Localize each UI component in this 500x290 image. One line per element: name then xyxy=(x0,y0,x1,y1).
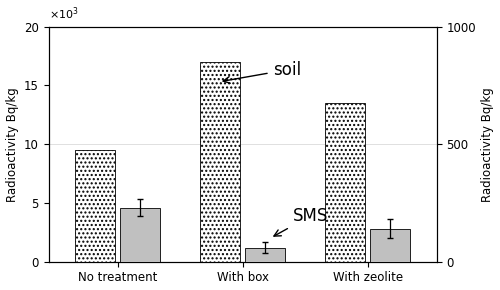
Y-axis label: Radioactivity Bq/kg: Radioactivity Bq/kg xyxy=(6,87,18,202)
Text: SMS: SMS xyxy=(274,207,328,236)
Y-axis label: Radioactivity Bq/kg: Radioactivity Bq/kg xyxy=(482,87,494,202)
Text: soil: soil xyxy=(223,61,301,83)
Bar xyxy=(75,150,115,262)
Bar xyxy=(325,103,365,262)
Bar xyxy=(245,248,285,262)
Bar xyxy=(370,229,410,262)
Bar xyxy=(120,208,160,262)
Bar xyxy=(200,62,240,262)
Text: $\times10^3$: $\times10^3$ xyxy=(48,5,78,22)
